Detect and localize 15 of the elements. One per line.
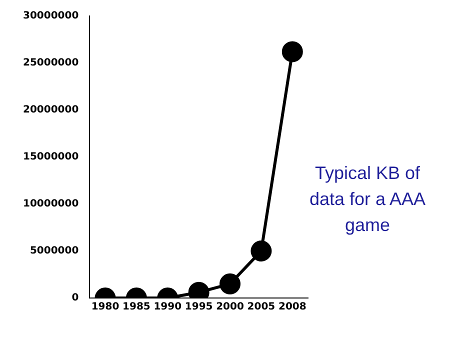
y-tick-label: 0: [72, 292, 79, 304]
x-tick-label: 2008: [278, 302, 306, 313]
x-tick-label: 1985: [122, 302, 150, 313]
y-tick-label: 25000000: [22, 58, 79, 69]
x-tick-label: 2000: [216, 302, 244, 313]
y-tick-label: 20000000: [22, 104, 79, 116]
x-tick-label: 1980: [91, 302, 120, 313]
text: Typical KB of data for a AAA game: [308, 162, 427, 237]
x-tick-label: 2005: [247, 302, 276, 313]
x-tick-label: 1995: [184, 302, 213, 313]
y-tick-label: 30000000: [22, 10, 79, 22]
x-tick-label: 1990: [154, 302, 182, 313]
y-tick-label: 5000000: [30, 246, 79, 257]
y-tick-label: 15000000: [22, 152, 79, 163]
y-tick-label: 10000000: [22, 198, 79, 210]
